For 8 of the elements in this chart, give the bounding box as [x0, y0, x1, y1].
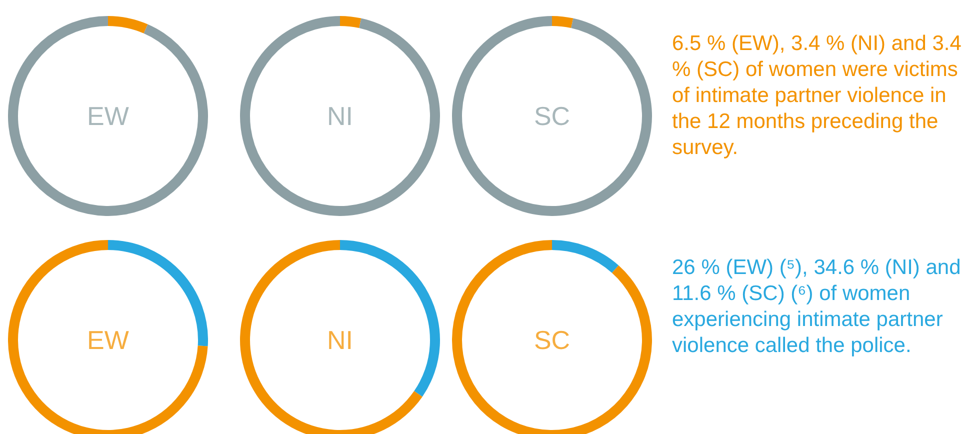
- text: NI: [240, 16, 440, 216]
- text: SC: [452, 16, 652, 216]
- text: 6.5 % (EW), 3.4 % (NI) and 3.4 % (SC) of women were victims of intimate partner violence in the 12 months preceding the survey.: [672, 31, 962, 161]
- text: NI: [326, 324, 354, 356]
- text: 26 % (EW) (⁵), 34.6 % (NI) and 11.6 % (SC) (⁶) of women experiencing intimate partner violence called the police.: [672, 255, 962, 359]
- text: EW: [8, 16, 208, 216]
- text: EW: [8, 240, 208, 434]
- text: SC: [452, 240, 652, 434]
